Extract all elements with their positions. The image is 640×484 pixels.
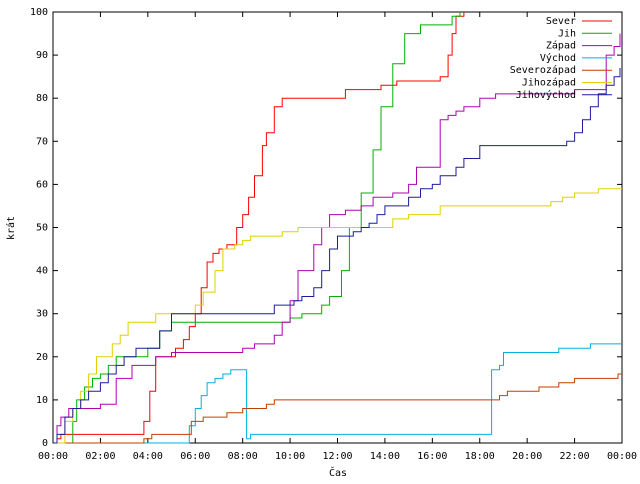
x-tick-label: 10:00: [275, 451, 305, 462]
series-lines: [53, 12, 622, 444]
series-line-jihovychod: [53, 68, 621, 444]
x-tick-label: 18:00: [465, 451, 495, 462]
y-tick-label: 0: [42, 438, 48, 449]
y-tick-label: 90: [36, 50, 48, 61]
series-line-vychod: [53, 343, 622, 444]
legend-label-jihovychod: Jihovýchod: [516, 89, 576, 101]
y-tick-label: 80: [36, 93, 48, 104]
legend: SeverJihZápadVýchodSeverozápadJihozápadJ…: [510, 16, 612, 101]
y-tick-label: 50: [36, 223, 48, 234]
x-tick-label: 00:00: [607, 451, 637, 462]
x-tick-label: 14:00: [370, 451, 400, 462]
y-axis-label: krát: [5, 216, 17, 240]
y-tick-label: 20: [36, 352, 48, 363]
legend-label-sever: Sever: [546, 16, 576, 27]
series-line-jihozapad: [53, 188, 622, 444]
series-line-sever: [53, 12, 465, 444]
y-tick-label: 60: [36, 179, 48, 190]
x-tick-label: 04:00: [133, 451, 163, 462]
legend-label-severozapad: Severozápad: [510, 64, 576, 76]
y-tick-label: 30: [36, 309, 48, 320]
x-tick-label: 22:00: [560, 451, 590, 462]
y-tick-label: 40: [36, 266, 48, 277]
series-line-severozapad: [53, 373, 622, 444]
legend-label-zapad: Západ: [546, 40, 576, 52]
x-tick-label: 08:00: [228, 451, 258, 462]
x-tick-label: 16:00: [417, 451, 447, 462]
y-tick-label: 10: [36, 395, 48, 406]
legend-label-vychod: Východ: [540, 52, 576, 64]
x-tick-label: 00:00: [38, 451, 68, 462]
legend-label-jihozapad: Jihozápad: [522, 77, 576, 89]
x-tick-label: 02:00: [85, 451, 115, 462]
x-tick-label: 12:00: [322, 451, 352, 462]
y-tick-label: 70: [36, 136, 48, 147]
legend-label-jih: Jih: [558, 28, 576, 39]
axes: 0 10 20 30 40 50 60 70 80 90 100 00:00 02:00 04:00 06:…: [30, 7, 637, 462]
series-line-jih: [53, 12, 461, 444]
y-tick-label: 100: [30, 7, 48, 18]
x-axis-label: Čas: [329, 466, 347, 479]
x-tick-label: 06:00: [180, 451, 210, 462]
x-tick-label: 20:00: [512, 451, 542, 462]
